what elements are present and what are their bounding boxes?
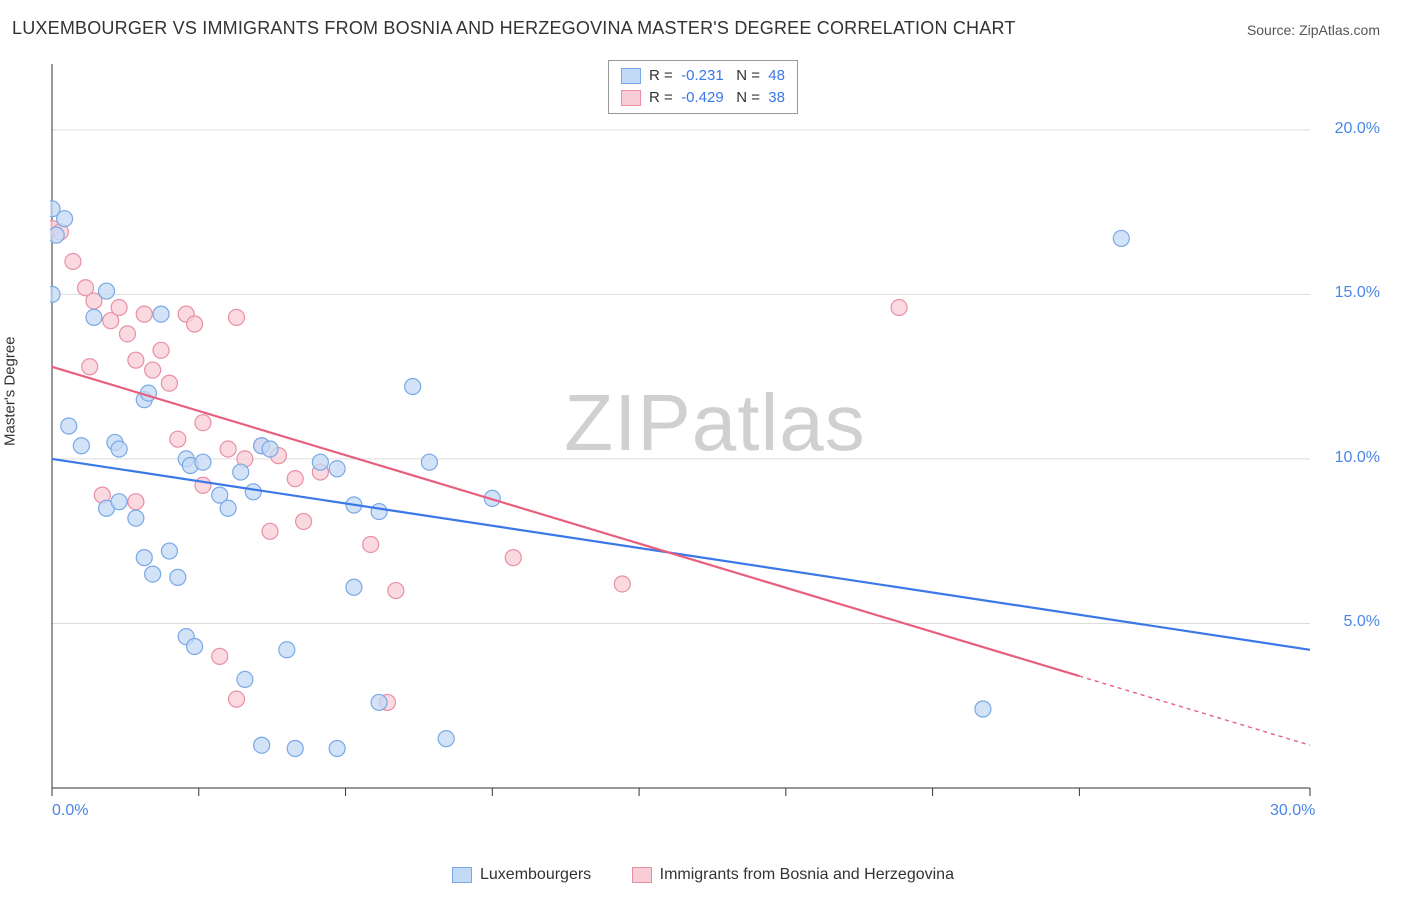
y-tick-label: 5.0% [1344, 613, 1380, 631]
legend-swatch-blue [621, 68, 641, 84]
x-tick-label: 0.0% [52, 802, 88, 898]
y-tick-label: 20.0% [1335, 120, 1380, 138]
source-link[interactable]: ZipAtlas.com [1299, 22, 1380, 38]
y-tick-label: 15.0% [1335, 284, 1380, 302]
y-tick-label: 10.0% [1335, 449, 1380, 467]
n-value: 48 [768, 67, 785, 84]
legend-row: R = -0.429 N = 38 [621, 87, 785, 109]
legend-swatch-pink [632, 867, 652, 883]
n-label: N = [736, 89, 760, 106]
scatter-plot-svg [50, 58, 1380, 818]
legend-text: R = -0.429 N = 38 [649, 87, 785, 109]
x-tick-label: 30.0% [1270, 802, 1315, 898]
legend-label: Luxembourgers [480, 866, 591, 884]
legend-item: Immigrants from Bosnia and Herzegovina [632, 866, 954, 884]
r-value: -0.231 [681, 67, 724, 84]
legend-label: Immigrants from Bosnia and Herzegovina [660, 866, 954, 884]
chart-title: LUXEMBOURGER VS IMMIGRANTS FROM BOSNIA A… [12, 18, 1016, 39]
y-axis-title: Master's Degree [2, 336, 19, 446]
n-label: N = [736, 67, 760, 84]
source-credit: Source: ZipAtlas.com [1247, 22, 1380, 38]
n-value: 38 [768, 89, 785, 106]
legend-row: R = -0.231 N = 48 [621, 65, 785, 87]
r-value: -0.429 [681, 89, 724, 106]
series-legend: Luxembourgers Immigrants from Bosnia and… [0, 866, 1406, 888]
legend-swatch-pink [621, 90, 641, 106]
legend-item: Luxembourgers [452, 866, 591, 884]
legend-text: R = -0.231 N = 48 [649, 65, 785, 87]
r-label: R = [649, 67, 673, 84]
source-label: Source: [1247, 22, 1299, 38]
legend-swatch-blue [452, 867, 472, 883]
r-label: R = [649, 89, 673, 106]
plot-area: ZIPatlas [50, 58, 1380, 818]
chart-container: LUXEMBOURGER VS IMMIGRANTS FROM BOSNIA A… [0, 0, 1406, 892]
correlation-legend: R = -0.231 N = 48 R = -0.429 N = 38 [608, 60, 798, 114]
